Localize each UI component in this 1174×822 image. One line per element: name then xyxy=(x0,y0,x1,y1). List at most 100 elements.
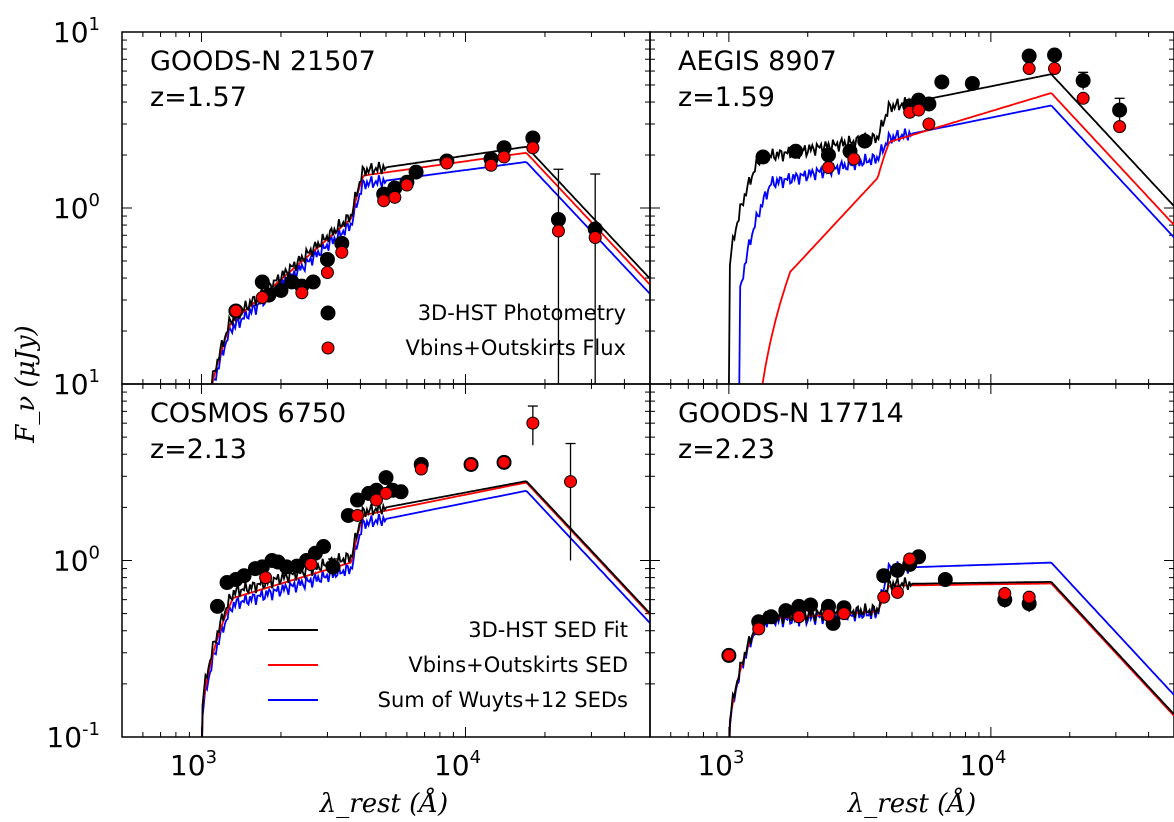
y-tick-label: 100 xyxy=(53,543,100,578)
photometry-point xyxy=(393,484,409,500)
photometry-point xyxy=(803,597,819,613)
y-axis-label: F_ν (μJy) xyxy=(11,325,41,443)
y-tick-label: 100 xyxy=(53,190,100,225)
vbins-flux-point xyxy=(369,493,383,507)
photometry-point xyxy=(857,133,873,149)
vbins-flux-point xyxy=(564,475,578,489)
vbins-flux-point xyxy=(922,117,936,131)
data-points xyxy=(721,549,1037,663)
vbins-flux-point xyxy=(847,152,861,166)
vbins-flux-point xyxy=(1048,62,1062,76)
y-tick-label: 101 xyxy=(53,14,100,49)
photometry-point xyxy=(763,609,779,625)
photometry-point xyxy=(236,568,252,584)
photometry-point xyxy=(876,568,892,584)
legend-lines: 3D-HST SED Fit Vbins+Outskirts SED Sum o… xyxy=(268,618,628,712)
photometry-point xyxy=(305,274,321,290)
vbins-flux-point xyxy=(1022,62,1036,76)
data-points xyxy=(228,130,603,384)
photometry-point xyxy=(820,147,836,163)
vbins-flux-point xyxy=(890,585,904,599)
vbins-flux-point xyxy=(229,304,243,318)
photometry-point xyxy=(350,492,366,508)
sed-curve-wuyts xyxy=(728,560,1174,737)
panel-2: AEGIS 8907 z=1.59 xyxy=(649,31,1174,385)
photometry-point xyxy=(788,143,804,159)
photometry-point xyxy=(550,212,566,228)
vbins-flux-point xyxy=(912,103,926,117)
legend-label-wuyts-sed: Sum of Wuyts+12 SEDs xyxy=(378,688,628,712)
panel-title: COSMOS 6750 xyxy=(150,398,346,429)
x-tick-label: 104 xyxy=(959,747,1006,782)
sed-curves xyxy=(728,73,1174,384)
panel-title: GOODS-N 17714 xyxy=(678,398,904,429)
vbins-flux-point xyxy=(526,141,540,155)
photometry-point xyxy=(1075,73,1091,89)
vbins-flux-point xyxy=(497,455,511,469)
photometry-point xyxy=(378,470,394,486)
photometry-point xyxy=(319,251,335,267)
vbins-flux-point xyxy=(497,150,511,164)
x-axis-label-left: λ_rest (Å) xyxy=(319,787,448,819)
vbins-flux-point xyxy=(320,266,334,280)
vbins-flux-point xyxy=(304,557,318,571)
x-tick-label: 103 xyxy=(697,747,744,782)
vbins-flux-point xyxy=(821,160,835,174)
vbins-flux-point xyxy=(752,622,766,636)
sed-curve-vbins xyxy=(761,92,1174,384)
y-tick-label: 10-1 xyxy=(46,719,100,754)
panel-title: GOODS-N 21507 xyxy=(150,46,376,77)
vbins-flux-point xyxy=(998,587,1012,601)
photometry-point xyxy=(921,96,937,112)
legend-label-vbins-flux: Vbins+Outskirts Flux xyxy=(405,336,626,360)
photometry-point xyxy=(209,598,225,614)
sed-curve-3dhst xyxy=(210,145,650,384)
photometry-point xyxy=(325,559,341,575)
sed-curve-3dhst xyxy=(728,576,1174,737)
vbins-flux-point xyxy=(551,224,565,238)
vbins-flux-point xyxy=(464,457,478,471)
vbins-flux-point xyxy=(837,607,851,621)
vbins-flux-point xyxy=(792,610,806,624)
panel-title: AEGIS 8907 xyxy=(678,46,837,77)
vbins-flux-point xyxy=(903,552,917,566)
x-axis-label-right: λ_rest (Å) xyxy=(847,787,976,819)
legend-marker-photometry xyxy=(320,305,336,321)
photometry-point xyxy=(1112,102,1128,118)
vbins-flux-point xyxy=(877,590,891,604)
photometry-point xyxy=(1021,48,1037,64)
legend-marker-vbins-flux xyxy=(321,341,335,355)
photometry-point xyxy=(889,562,905,578)
vbins-flux-point xyxy=(1022,590,1036,604)
photometry-point xyxy=(254,274,270,290)
vbins-flux-point xyxy=(440,156,454,170)
vbins-flux-point xyxy=(722,648,736,662)
vbins-flux-point xyxy=(377,194,391,208)
sed-curve-3dhst xyxy=(728,73,1174,384)
photometry-point xyxy=(273,282,289,298)
vbins-flux-point xyxy=(1113,120,1127,134)
photometry-point xyxy=(937,572,953,588)
vbins-flux-point xyxy=(388,190,402,204)
sed-curves xyxy=(728,560,1174,737)
vbins-flux-point xyxy=(821,608,835,622)
data-points xyxy=(755,47,1128,174)
legend-points: 3D-HST Photometry Vbins+Outskirts Flux xyxy=(320,301,626,360)
panel-redshift: z=2.23 xyxy=(678,434,775,465)
vbins-flux-point xyxy=(1076,91,1090,105)
legend-label-3dhst-sed: 3D-HST SED Fit xyxy=(468,618,628,642)
photometry-point xyxy=(755,149,771,165)
panel-1: 101 100 101 GOODS-N 21507 z=1.57 xyxy=(53,14,651,401)
vbins-flux-point xyxy=(335,245,349,259)
vbins-flux-point xyxy=(588,230,602,244)
photometry-point xyxy=(316,539,332,555)
panel-3: 103 104 100 10-1 COSMOS 6750 z=2.13 xyxy=(46,383,651,782)
y-tick-label: 101 xyxy=(53,366,100,401)
vbins-flux-point xyxy=(526,416,540,430)
vbins-flux-point xyxy=(379,486,393,500)
vbins-flux-point xyxy=(414,462,428,476)
photometry-point xyxy=(1047,47,1063,63)
data-points xyxy=(209,405,578,614)
panel-redshift: z=1.59 xyxy=(678,82,775,113)
